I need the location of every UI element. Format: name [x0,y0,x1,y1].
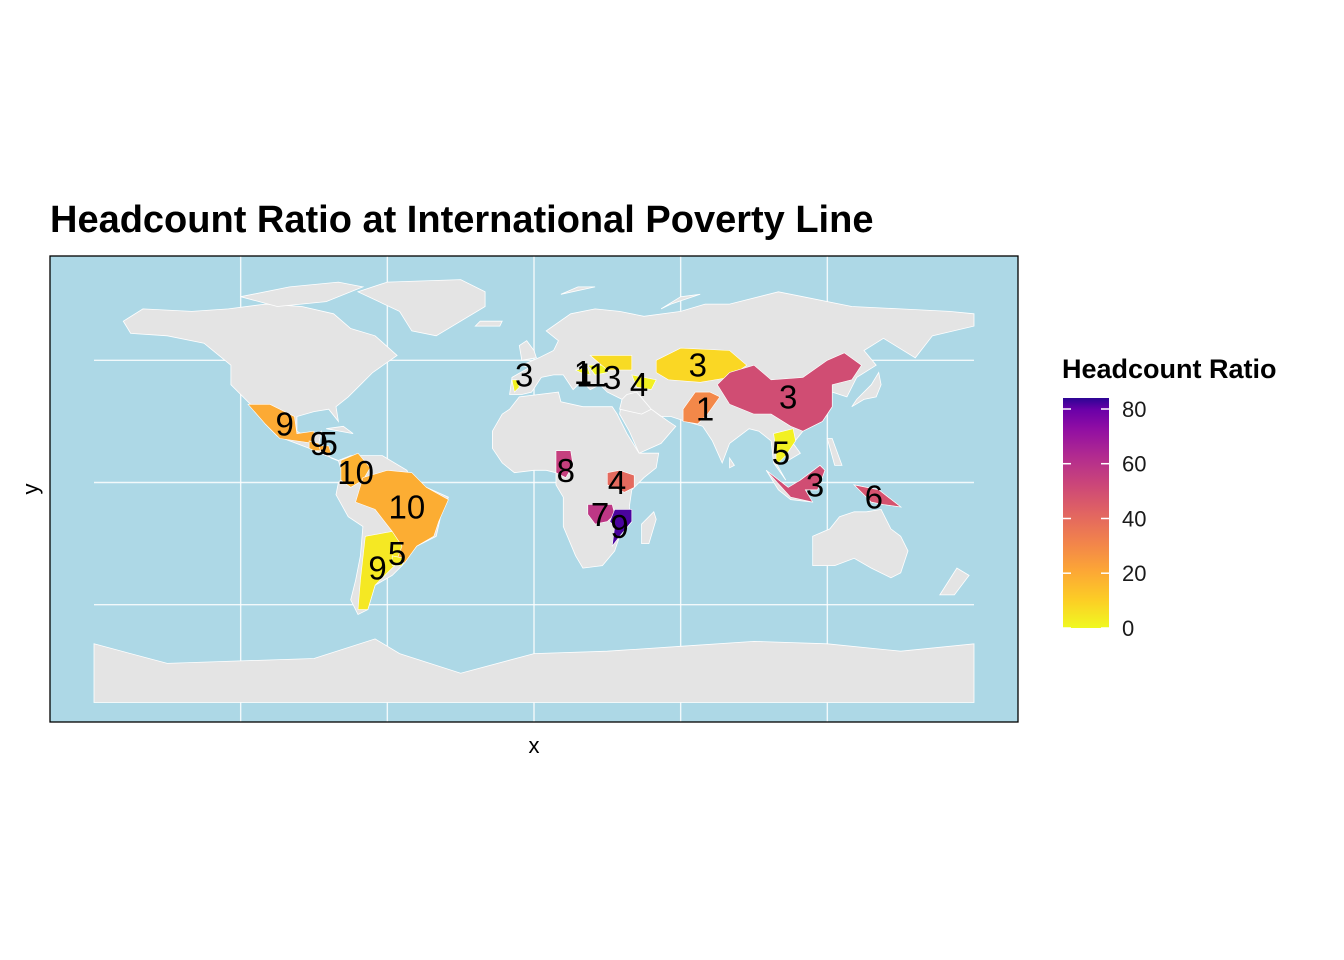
country-fill [511,379,520,393]
country-fill [574,367,591,376]
panel-border [49,255,1019,723]
greenland-landmass [356,279,486,337]
sri-lanka-landmass [729,456,735,469]
country-value-label: 9 [276,405,294,442]
country-fill [247,403,315,444]
country-fill [555,450,574,478]
country-value-label: 1 [576,356,594,393]
x-axis-label: x [529,733,540,758]
country-fill [853,484,902,508]
country-value-label: 9 [610,508,628,545]
legend-tick-label: 40 [1122,507,1146,532]
canada-islands-landmass [240,281,365,307]
country-value-label: 1 [574,354,592,391]
country-value-label: 4 [630,366,648,403]
country-fill [391,555,405,566]
country-value-label: 7 [591,496,609,533]
country-value-label: 10 [337,454,374,491]
country-fill [318,445,332,454]
country-value-label: 4 [608,464,626,501]
country-fill-layer [247,347,902,610]
japan-landmass [851,371,882,408]
novaya-zemlya-landmass [660,293,701,310]
legend-tick-label: 60 [1122,452,1146,477]
uk-landmass [518,340,537,361]
country-value-label: 9 [310,425,328,462]
country-value-label: 6 [865,479,883,516]
country-value-label: 5 [772,435,790,472]
country-fill [631,374,657,390]
country-value-label: 3 [689,347,707,384]
madagascar-landmass [641,511,657,544]
cuba-landmass [326,425,354,434]
country-fill [773,428,796,467]
country-fill [308,440,322,452]
y-axis-label: y [18,484,43,495]
country-fill [589,355,633,371]
country-value-label: 1 [588,356,606,393]
country-fill [765,465,826,503]
country-value-label: 3 [806,466,824,503]
iceland-landmass [474,320,503,327]
country-fill [587,364,608,376]
legend-tick-label: 0 [1122,616,1134,641]
legend-tick-label: 80 [1122,397,1146,422]
country-fill [716,352,862,432]
country-fill [357,531,403,610]
country-fill [609,509,633,548]
chart-title: Headcount Ratio at International Poverty… [50,199,873,241]
country-value-label: 5 [320,425,338,462]
legend: Headcount Ratio 80 60 40 20 0 [1062,354,1277,641]
country-fill [606,469,635,493]
country-value-label: 8 [557,452,575,489]
country-value-label: 3 [779,378,797,415]
legend-tick-label: 20 [1122,561,1146,586]
philippines-landmass [826,438,843,466]
australia-landmass [812,508,909,579]
country-value-label: 10 [389,488,426,525]
new-zealand-landmass [939,567,970,596]
legend-title: Headcount Ratio [1062,354,1277,384]
antarctica-landmass [93,638,975,703]
legend-colorbar [1063,398,1109,628]
country-fill [682,391,721,425]
country-value-label: 9 [368,550,386,587]
country-value-label: 3 [515,356,533,393]
country-value-label: 3 [603,359,621,396]
svalbard-landmass [560,286,596,295]
country-value-label: 5 [388,535,406,572]
country-fill [587,504,616,525]
legend-ticks: 80 60 40 20 0 [1063,397,1146,641]
country-value-label: 1 [696,391,714,428]
arabia-spot-landmass [619,391,652,415]
